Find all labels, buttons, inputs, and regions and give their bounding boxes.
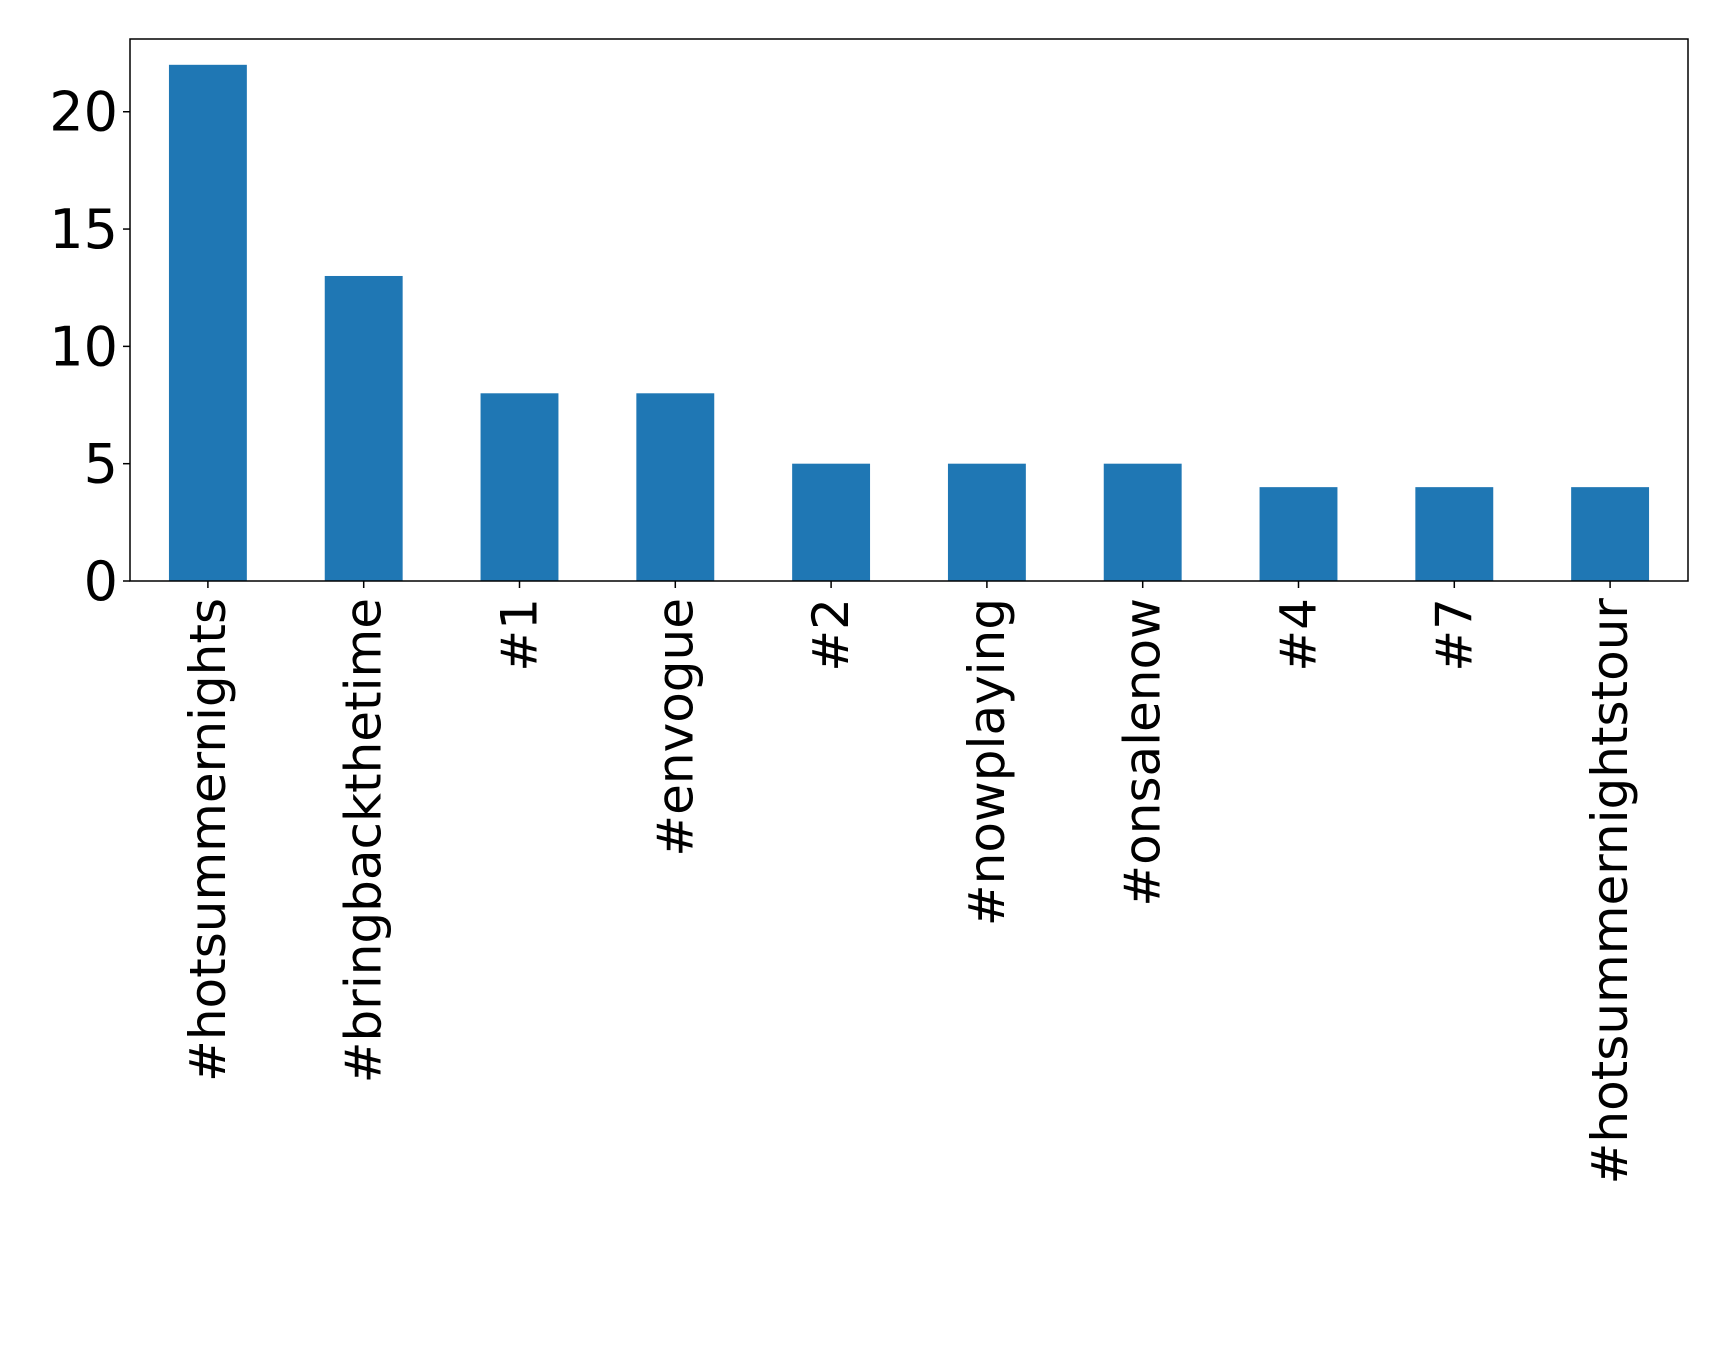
x-tick-label: #onsalenow — [1114, 598, 1172, 907]
bar — [947, 463, 1026, 581]
x-tick-label: #envogue — [646, 598, 704, 857]
y-axis: 0 5 10 15 20 — [49, 81, 130, 613]
x-tick-label: #hotsummernightstour — [1581, 598, 1639, 1185]
x-tick-label: #1 — [491, 598, 549, 672]
x-axis: #hotsummernights #bringbackthetime #1 #envo… — [179, 581, 1639, 1184]
bar — [1103, 463, 1182, 581]
x-tick-label: #2 — [802, 598, 860, 672]
bar — [636, 393, 715, 581]
bars-group — [168, 64, 1650, 582]
x-tick-label: #4 — [1270, 598, 1328, 672]
x-tick-label: #nowplaying — [958, 598, 1016, 926]
bar — [324, 275, 403, 581]
x-tick-label: #hotsummernights — [179, 598, 237, 1082]
bar — [168, 64, 247, 582]
y-tick-label: 5 — [84, 433, 118, 496]
y-tick-label: 15 — [49, 198, 118, 261]
bar — [1259, 487, 1338, 581]
bar — [792, 463, 871, 581]
y-tick-label: 0 — [84, 550, 118, 613]
plot-frame — [129, 38, 1689, 582]
bar — [1571, 487, 1650, 581]
bar — [1415, 487, 1494, 581]
x-tick-label: #bringbackthetime — [335, 598, 393, 1083]
y-tick-label: 10 — [49, 315, 118, 378]
bar — [480, 393, 559, 581]
y-tick-label: 20 — [49, 81, 118, 144]
x-tick-label: #7 — [1425, 598, 1483, 672]
